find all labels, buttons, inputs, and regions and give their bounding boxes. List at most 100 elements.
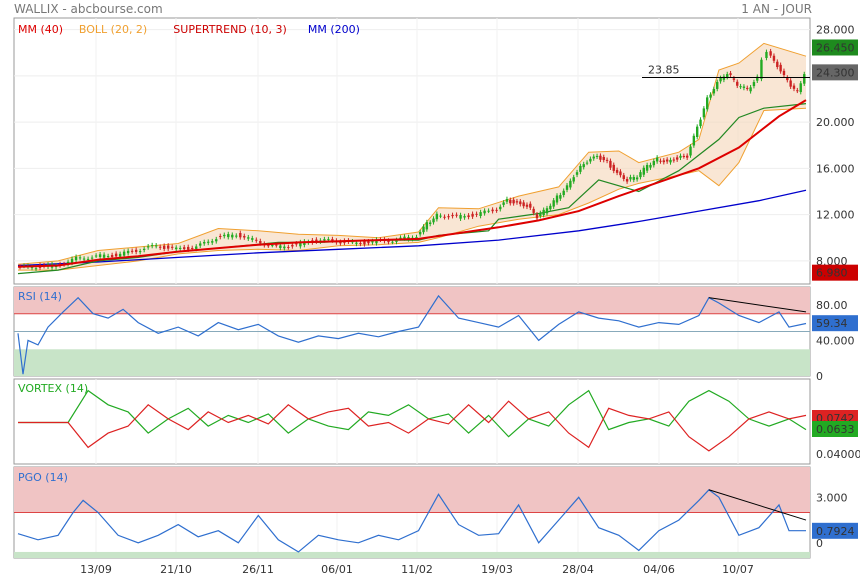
candle-body bbox=[622, 175, 625, 179]
candle-body bbox=[475, 213, 478, 215]
rsi-badge-label: 59.34 bbox=[816, 317, 848, 330]
candle-body bbox=[609, 160, 612, 168]
candle-body bbox=[118, 253, 122, 257]
candle-body bbox=[712, 89, 716, 94]
candle-body bbox=[415, 237, 418, 239]
candle-body bbox=[235, 235, 238, 237]
candle-body bbox=[632, 177, 635, 180]
candle-body bbox=[106, 256, 110, 258]
candle-body bbox=[782, 70, 786, 76]
chart-period-label: 1 AN - JOUR bbox=[741, 2, 812, 16]
candle-body bbox=[351, 241, 354, 243]
candle-body bbox=[575, 172, 579, 175]
candle-body bbox=[509, 199, 512, 204]
candle-body bbox=[98, 254, 102, 257]
candle-body bbox=[207, 241, 210, 243]
candle-body bbox=[122, 251, 126, 256]
candle-body bbox=[138, 251, 142, 253]
vortex-badge-label: 0.0633 bbox=[816, 423, 855, 436]
candle-body bbox=[545, 208, 549, 214]
candle-body bbox=[565, 185, 569, 190]
candle-body bbox=[487, 210, 490, 212]
candle-body bbox=[70, 258, 74, 263]
candle-body bbox=[702, 108, 706, 118]
candle-body bbox=[505, 198, 509, 202]
candle-body bbox=[30, 267, 34, 269]
candle-body bbox=[375, 239, 378, 244]
candle-body bbox=[491, 209, 494, 212]
candle-body bbox=[799, 83, 802, 93]
candle-body bbox=[722, 76, 726, 80]
candle-body bbox=[271, 245, 274, 247]
candle-body bbox=[223, 234, 226, 237]
candle-body bbox=[428, 222, 432, 224]
candle-body bbox=[559, 195, 562, 199]
candle-body bbox=[612, 164, 615, 171]
candle-body bbox=[512, 199, 515, 204]
candle-body bbox=[179, 247, 182, 250]
candle-body bbox=[585, 162, 589, 164]
candle-body bbox=[283, 246, 286, 249]
candle-body bbox=[432, 218, 435, 223]
candle-body bbox=[239, 232, 242, 238]
vortex-badge bbox=[812, 421, 858, 437]
candle-body bbox=[599, 155, 602, 160]
candle-body bbox=[363, 241, 366, 245]
candle-body bbox=[803, 74, 806, 84]
bollinger-upper-line bbox=[17, 42, 807, 265]
candle-body bbox=[645, 165, 649, 171]
candle-body bbox=[191, 247, 194, 249]
candle-body bbox=[130, 250, 134, 252]
candle-body bbox=[425, 222, 429, 230]
x-tick-label: 28/04 bbox=[562, 563, 594, 576]
candle-body bbox=[287, 246, 290, 248]
pgo-line bbox=[17, 488, 806, 553]
candle-body bbox=[716, 81, 719, 89]
candle-body bbox=[219, 236, 222, 238]
candle-body bbox=[215, 239, 218, 242]
candle-body bbox=[459, 215, 462, 219]
candle-body bbox=[572, 177, 575, 182]
pgo-badge-label: 0.7924 bbox=[816, 525, 855, 538]
candle-body bbox=[796, 90, 799, 92]
candle-body bbox=[662, 160, 666, 163]
rsi-overbought-zone bbox=[14, 287, 810, 314]
bollinger-lower-line bbox=[18, 107, 807, 271]
price-y-tick-label: 16.000 bbox=[816, 162, 855, 175]
candle-body bbox=[267, 245, 270, 247]
candle-body bbox=[339, 241, 342, 244]
candle-body bbox=[655, 157, 659, 162]
pgo-low-zone bbox=[14, 551, 810, 558]
candle-body bbox=[589, 158, 592, 162]
candle-body bbox=[625, 179, 629, 182]
x-tick-label: 06/01 bbox=[321, 563, 353, 576]
candle-body bbox=[447, 216, 450, 218]
price-badge-label: 6.980 bbox=[816, 267, 848, 280]
candle-body bbox=[166, 245, 170, 249]
price-badge-label: 26.450 bbox=[816, 41, 855, 54]
candle-body bbox=[695, 126, 699, 137]
vortex-y-tick-label: 0.04000 bbox=[816, 448, 860, 461]
candle-body bbox=[746, 87, 749, 89]
candle-body bbox=[535, 214, 539, 219]
candle-body bbox=[279, 245, 282, 248]
candle-body bbox=[299, 242, 302, 247]
candle-body bbox=[134, 249, 138, 252]
candle-body bbox=[756, 76, 759, 81]
rsi-oversold-zone bbox=[14, 349, 810, 376]
candle-body bbox=[726, 74, 729, 78]
candle-body bbox=[114, 253, 118, 257]
rsi-badge bbox=[812, 315, 858, 332]
candle-body bbox=[562, 190, 565, 196]
candle-body bbox=[422, 226, 425, 233]
candle-body bbox=[455, 214, 458, 216]
candle-body bbox=[659, 160, 662, 162]
legend-entry: MM (200) bbox=[308, 23, 360, 36]
candle-body bbox=[682, 155, 686, 157]
candle-body bbox=[467, 215, 470, 218]
legend-entry: MM (40) bbox=[18, 23, 63, 36]
candle-body bbox=[323, 239, 326, 241]
candle-body bbox=[94, 255, 98, 257]
